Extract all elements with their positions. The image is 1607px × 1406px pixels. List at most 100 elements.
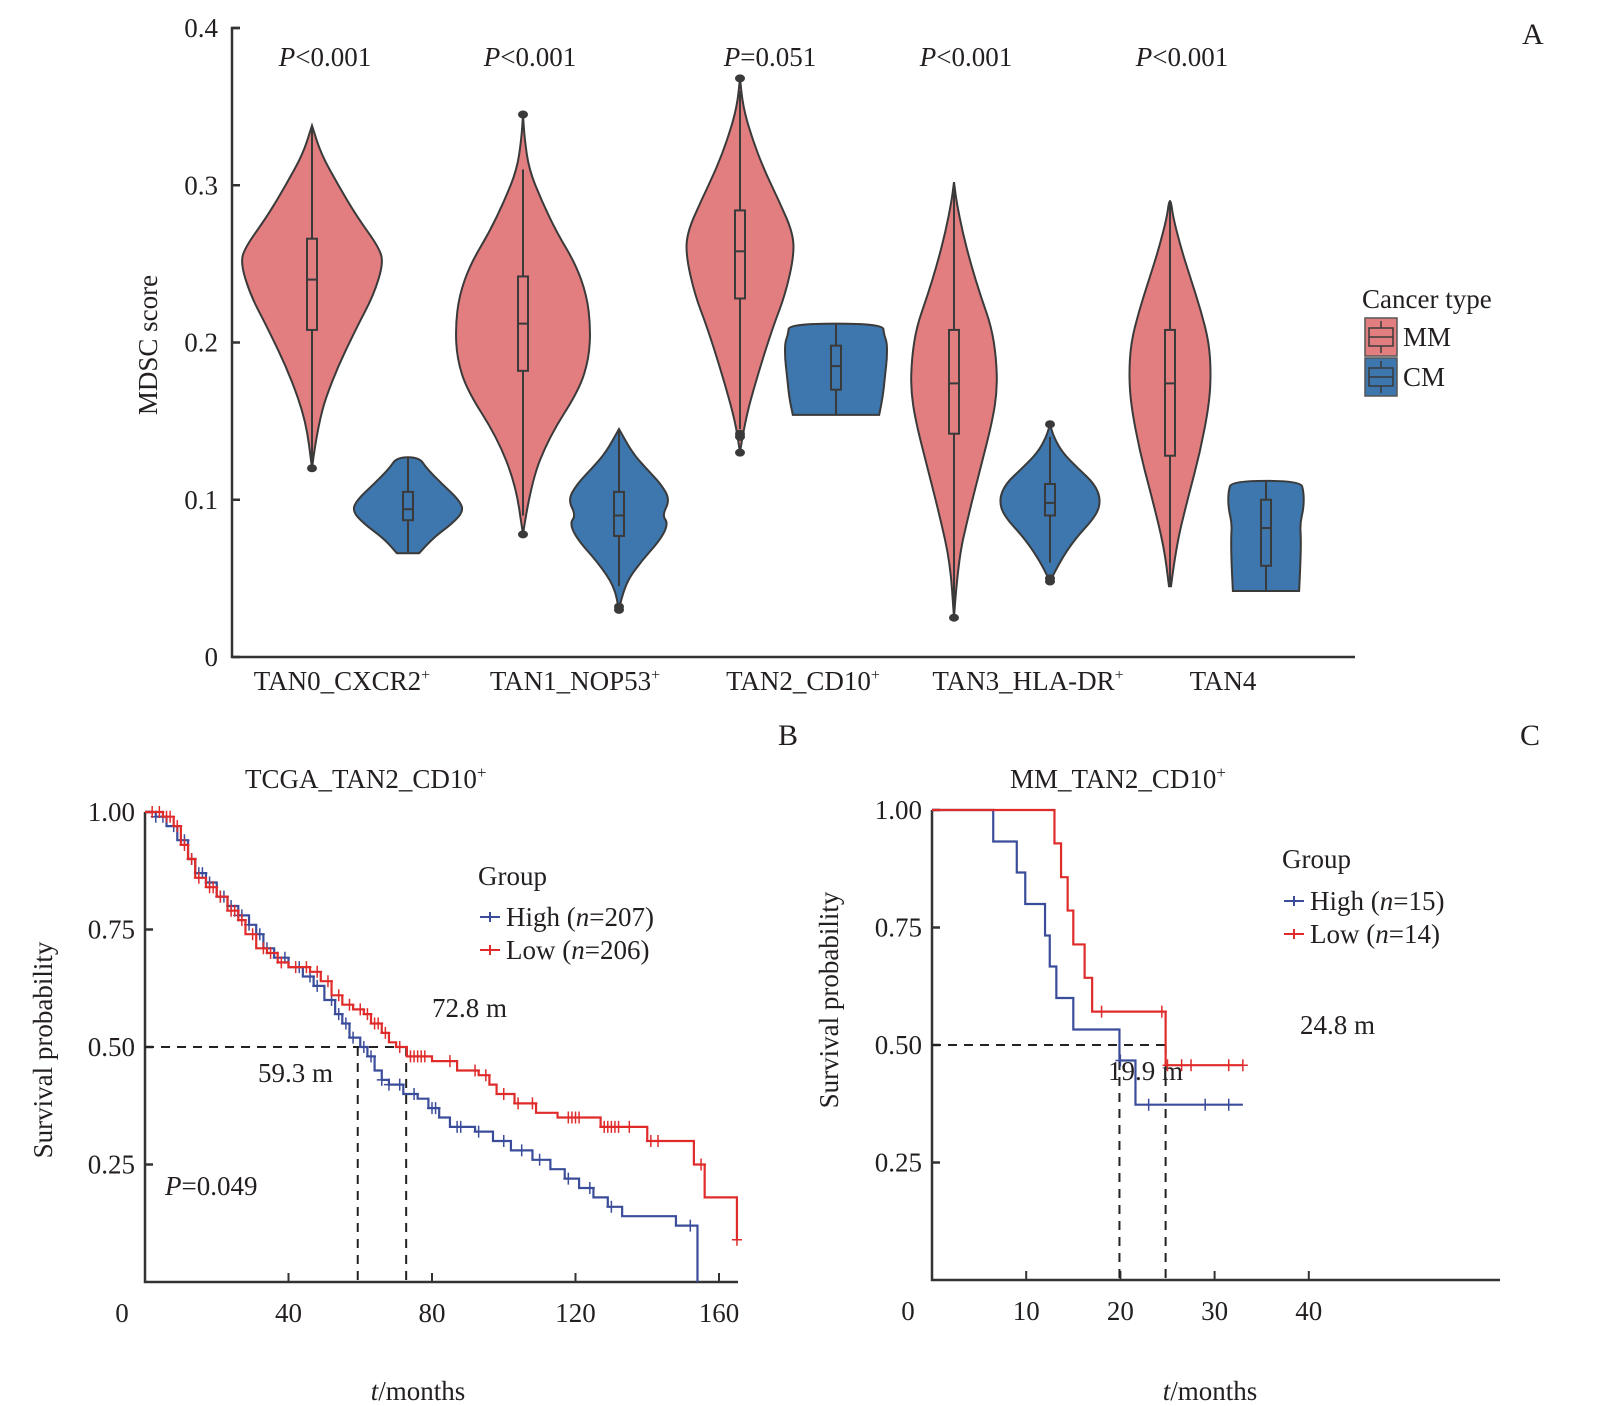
violin-outlier bbox=[1045, 574, 1055, 583]
violin-outlier bbox=[518, 110, 528, 119]
km-censor-mark bbox=[1200, 1098, 1211, 1111]
violin-mm-3 bbox=[910, 181, 998, 622]
category-superscript: + bbox=[651, 667, 660, 684]
legend-n-symbol: n bbox=[1380, 886, 1394, 916]
a-pvalue-label: P<0.001 bbox=[278, 42, 371, 72]
violin-cm-4 bbox=[1227, 479, 1305, 592]
km-ytick-label: 0.75 bbox=[875, 913, 922, 943]
km-axes bbox=[143, 812, 738, 1284]
legend-name: Low ( bbox=[1310, 919, 1375, 949]
violin-cm-1 bbox=[569, 426, 669, 614]
a-pvalue-label: P=0.051 bbox=[723, 42, 816, 72]
a-axes bbox=[230, 26, 1355, 659]
a-category-label: TAN2_CD10+ bbox=[726, 666, 880, 696]
panel-label-b: B bbox=[778, 719, 798, 752]
violin-outlier bbox=[518, 530, 528, 539]
violin-outlier bbox=[735, 429, 745, 438]
km-censor-mark bbox=[1223, 1059, 1234, 1072]
a-pvalue-label: P<0.001 bbox=[919, 42, 1012, 72]
km-censor-mark bbox=[455, 1120, 466, 1133]
violin-iqr-box bbox=[613, 490, 625, 537]
km-censor-mark bbox=[348, 1031, 359, 1044]
km-censor-mark bbox=[362, 1008, 373, 1021]
km-censor-mark bbox=[1223, 1098, 1234, 1111]
category-name: TAN1_NOP53 bbox=[490, 666, 651, 696]
km-curve-high bbox=[932, 808, 1243, 1111]
legend-n-value: =15) bbox=[1393, 886, 1444, 916]
km-censor-mark bbox=[236, 914, 247, 927]
violin-mm-1 bbox=[455, 110, 591, 539]
km-censor-mark bbox=[498, 1088, 509, 1100]
a-ytick-label: 0.2 bbox=[184, 328, 218, 358]
km-censor-mark bbox=[473, 1125, 484, 1138]
legend-line-glyph bbox=[1284, 896, 1304, 906]
a-legend: Cancer type MM CM bbox=[1362, 284, 1492, 397]
violin-outlier bbox=[735, 74, 745, 83]
km-censor-mark bbox=[444, 1055, 455, 1068]
c-legend-title: Group bbox=[1282, 844, 1351, 874]
violin-cm-0 bbox=[352, 456, 464, 555]
violin-outlier bbox=[307, 464, 317, 473]
category-superscript: + bbox=[871, 667, 880, 684]
a-legend-title: Cancer type bbox=[1362, 284, 1492, 314]
km-censor-mark bbox=[355, 1003, 366, 1016]
km-censor-mark bbox=[366, 1050, 377, 1063]
km-xtick-label: 0 bbox=[901, 1296, 915, 1326]
category-name: TAN4 bbox=[1190, 666, 1257, 696]
pvalue-op: < bbox=[500, 42, 515, 72]
km-xtick-label: 80 bbox=[419, 1298, 446, 1328]
violin-outlier bbox=[735, 448, 745, 457]
legend-line-glyph bbox=[480, 912, 500, 922]
a-x-axis-labels: TAN0_CXCR2+ TAN1_NOP53+ TAN2_CD10+ TAN3_HLA… bbox=[254, 666, 1257, 696]
km-xtick-label: 30 bbox=[1201, 1296, 1228, 1326]
km-censor-mark bbox=[606, 1200, 617, 1213]
km-censor-mark bbox=[613, 1120, 624, 1133]
km-censor-mark bbox=[172, 820, 183, 833]
km-censor-mark bbox=[394, 1078, 405, 1091]
violin-chart: MDSC score 00.10.20.30.4 P<0.001 P<0.001 P… bbox=[133, 13, 1492, 696]
km-xtick-label: 10 bbox=[1013, 1296, 1040, 1326]
km-censor-mark bbox=[247, 928, 258, 941]
km-censor-mark bbox=[322, 975, 333, 988]
legend-label: Low (n=206) bbox=[506, 935, 649, 965]
km-censor-mark bbox=[419, 1050, 430, 1063]
a-ytick-label: 0.3 bbox=[184, 170, 218, 200]
km-censor-mark bbox=[154, 806, 165, 818]
violin-outlier bbox=[1045, 420, 1055, 429]
km-censor-mark bbox=[685, 1219, 696, 1232]
panel-label-c: C bbox=[1520, 719, 1540, 752]
km-censor-mark bbox=[696, 1158, 707, 1171]
pvalue-value: 0.001 bbox=[515, 42, 576, 72]
km-legend-entry-low: Low (n=206) bbox=[480, 935, 649, 965]
km-censor-mark bbox=[624, 1120, 635, 1133]
km-median-label: 24.8 m bbox=[1300, 1010, 1375, 1040]
legend-name: Low ( bbox=[506, 935, 571, 965]
panel-label-a: A bbox=[1522, 18, 1544, 51]
km-xtick-label: 0 bbox=[115, 1298, 129, 1328]
km-censor-mark bbox=[265, 947, 276, 959]
km-censor-mark bbox=[1186, 1059, 1197, 1072]
b-pvalue: P=0.049 bbox=[164, 1171, 257, 1201]
legend-name: High ( bbox=[1310, 886, 1380, 916]
km-censor-mark bbox=[498, 1135, 509, 1147]
c-title: MM_TAN2_CD10+ bbox=[1010, 763, 1226, 794]
pvalue-op: < bbox=[936, 42, 951, 72]
a-category-label: TAN0_CXCR2+ bbox=[254, 666, 430, 696]
km-censor-mark bbox=[312, 965, 323, 978]
legend-n-symbol: n bbox=[576, 902, 590, 932]
km-ytick-label: 0.50 bbox=[88, 1032, 135, 1062]
category-superscript: + bbox=[421, 667, 430, 684]
km-censor-mark bbox=[527, 1097, 538, 1110]
violin-iqr-box bbox=[1164, 328, 1176, 457]
legend-n-symbol: n bbox=[1375, 919, 1389, 949]
c-legend: Group High (n=15)Low (n=14) bbox=[1282, 844, 1444, 949]
km-xtick-label: 20 bbox=[1107, 1296, 1134, 1326]
km-legend-entry-high: High (n=15) bbox=[1284, 886, 1444, 916]
km-censor-mark bbox=[258, 942, 269, 955]
km-censor-mark bbox=[290, 961, 301, 974]
violin-mm-4 bbox=[1128, 199, 1212, 588]
a-pvalue-label: P<0.001 bbox=[1135, 42, 1228, 72]
b-legend: Group High (n=207)Low (n=206) bbox=[478, 861, 654, 965]
km-censor-mark bbox=[179, 838, 190, 851]
km-censor-mark bbox=[358, 1041, 369, 1053]
